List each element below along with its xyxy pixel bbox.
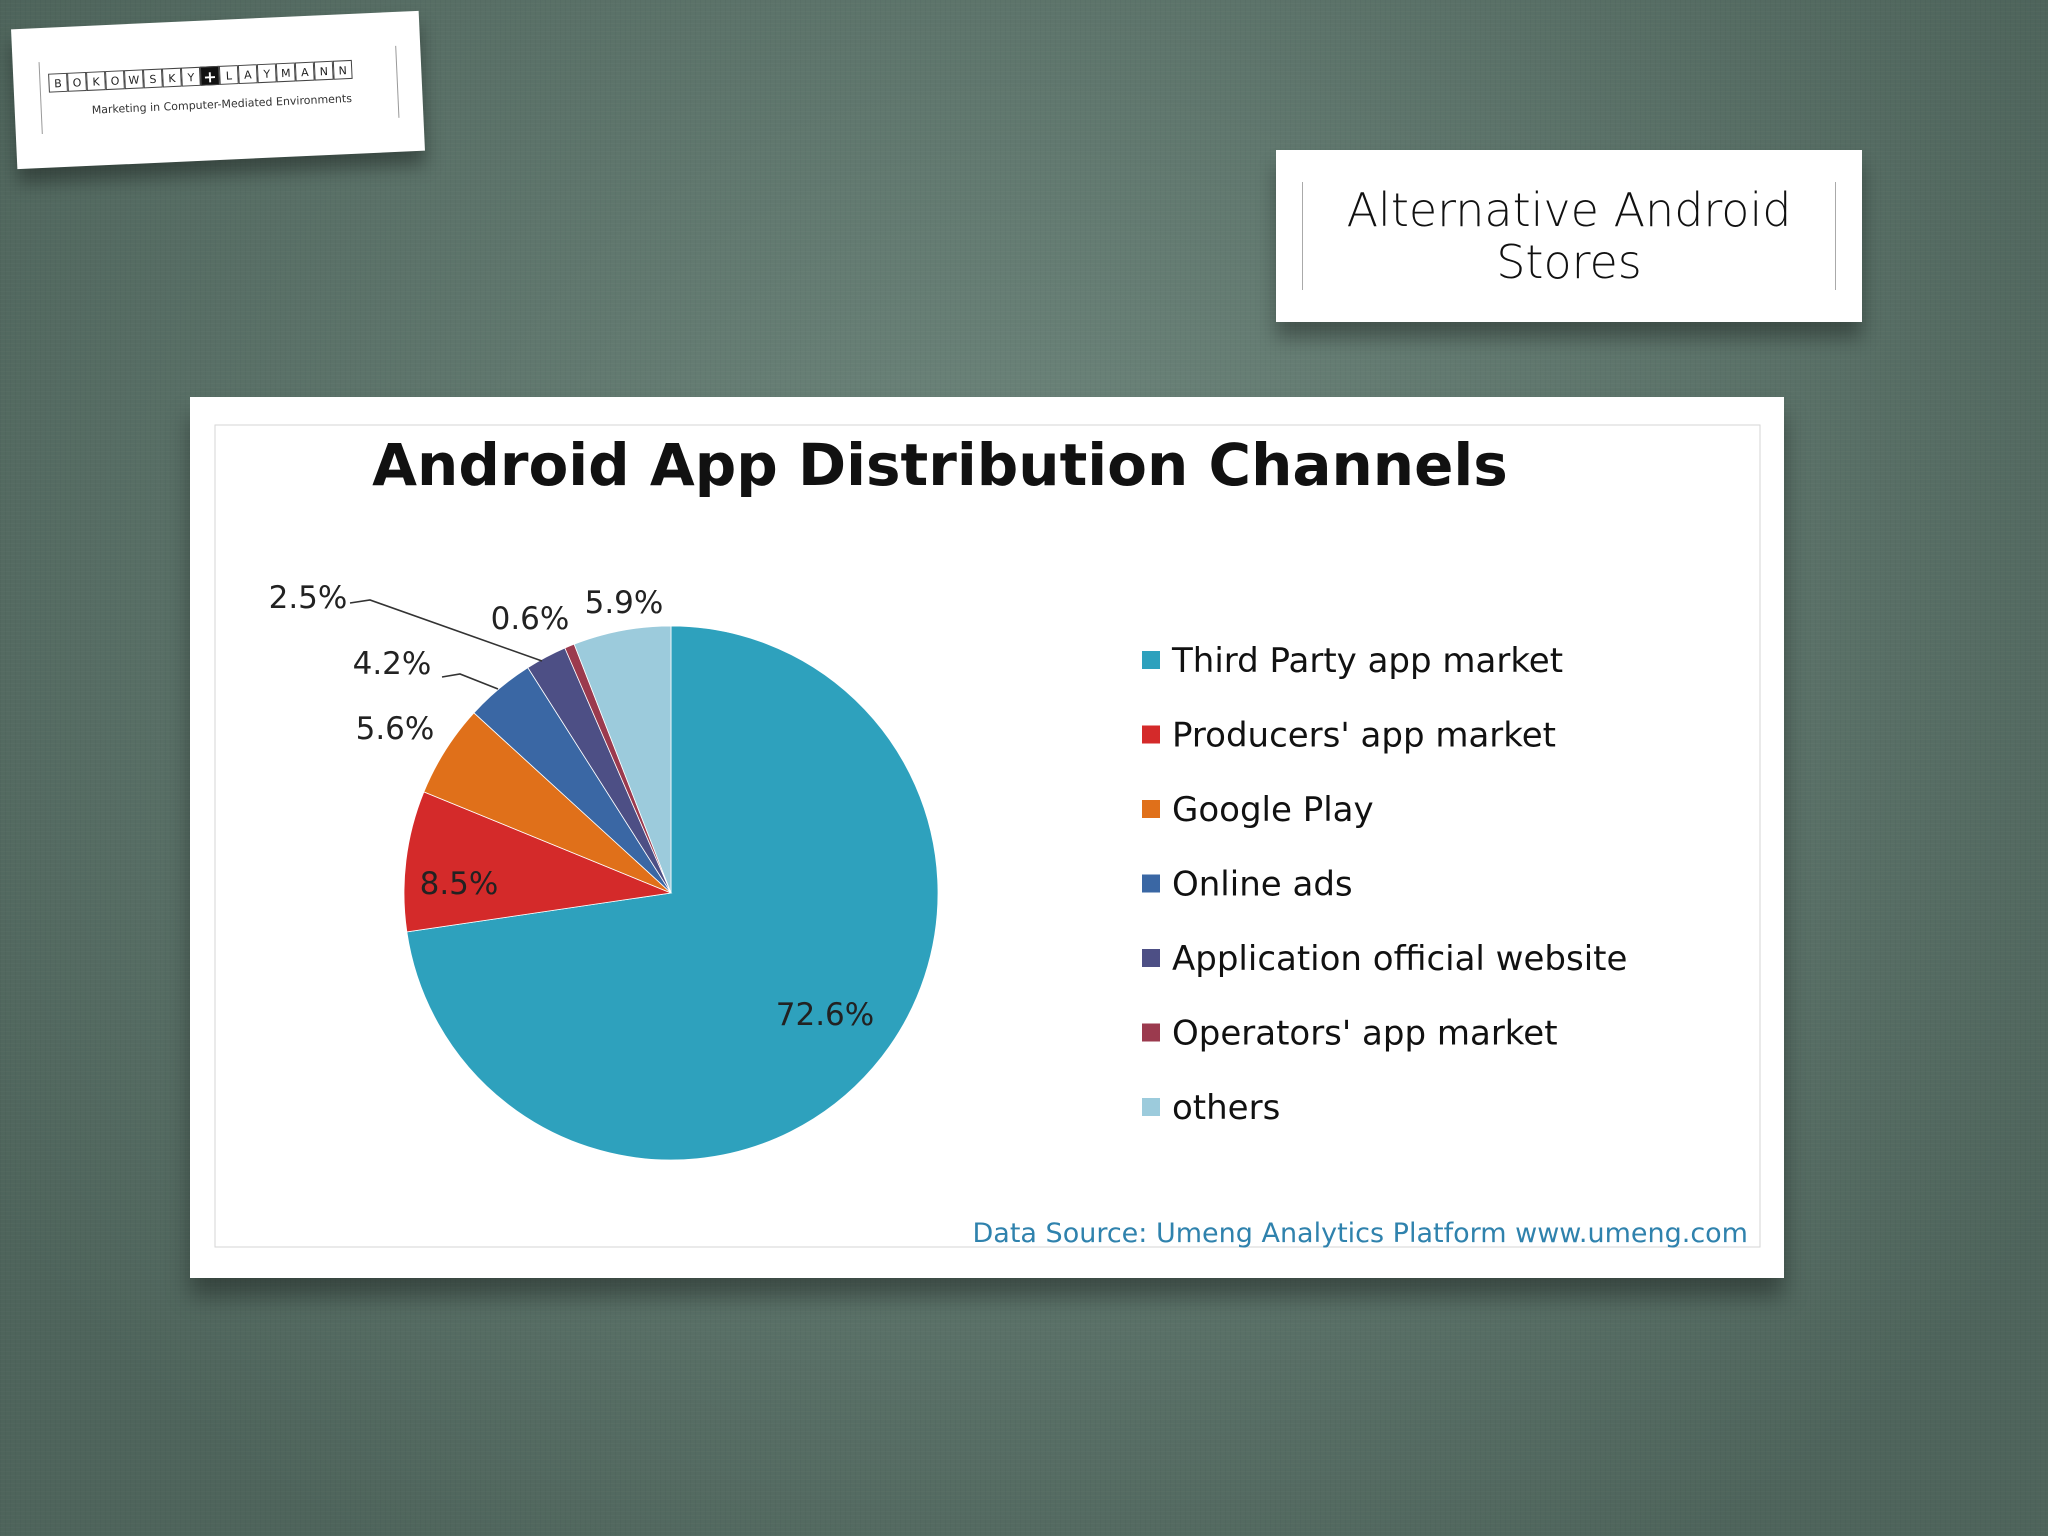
slice-label: 8.5% [420, 866, 499, 902]
logo-wordmark: B O K O W S K Y + L A Y M A N N [48, 59, 353, 93]
slice-label: 5.6% [356, 711, 435, 747]
pie-slice [403, 791, 673, 933]
leader-line [441, 673, 499, 690]
logo-letter: W [124, 69, 144, 90]
logo-letter: K [161, 67, 182, 88]
legend-label: Online ads [1172, 865, 1353, 905]
data-source-note: Data Source: Umeng Analytics Platform ww… [973, 1218, 1749, 1249]
legend-swatch [1142, 725, 1160, 744]
slice-label: 2.5% [269, 580, 348, 616]
logo-letter: O [105, 70, 125, 91]
logo-letter: N [332, 59, 353, 80]
logo: B O K O W S K Y + L A Y M A N N Marketin… [38, 45, 400, 135]
logo-letter: A [294, 61, 315, 82]
logo-letter: O [67, 71, 87, 92]
slide-title: Alternative Android Stores [1309, 184, 1829, 288]
legend-label: others [1172, 1088, 1280, 1128]
logo-letter: A [237, 64, 258, 85]
slide-title-card: Alternative Android Stores [1276, 150, 1862, 322]
legend-label: Operators' app market [1172, 1014, 1558, 1054]
pie-chart: Android App Distribution Channels 72.6% 8… [214, 424, 1761, 1249]
legend-swatch [1142, 949, 1160, 967]
slice-label: 5.9% [585, 585, 664, 621]
leader-line [349, 599, 543, 662]
legend-label: Application official website [1172, 939, 1627, 979]
logo-letter: K [86, 71, 106, 91]
chart-card: Android App Distribution Channels 72.6% 8… [190, 397, 1784, 1278]
legend-label: Google Play [1172, 790, 1374, 830]
chart-title: Android App Distribution Channels [372, 431, 1508, 499]
pie-slices [403, 625, 939, 1161]
logo-letter: L [218, 65, 239, 85]
legend: Third Party app market Producers' app mar… [1142, 641, 1627, 1128]
legend-swatch [1142, 874, 1160, 893]
pie-slice [573, 625, 672, 894]
logo-tagline: Marketing in Computer-Mediated Environme… [91, 91, 353, 117]
pie-slice [406, 625, 939, 1161]
legend-swatch [1142, 1098, 1160, 1116]
logo-letter: N [313, 60, 334, 81]
legend-label: Producers' app market [1172, 716, 1556, 756]
slice-label: 4.2% [353, 646, 432, 682]
logo-letter: S [142, 68, 163, 89]
logo-letter: Y [256, 63, 277, 84]
legend-swatch [1142, 800, 1160, 818]
slice-label: 0.6% [491, 601, 570, 637]
logo-letter: M [275, 62, 296, 83]
slide-title-line-2: Stores [1496, 235, 1642, 289]
slice-label: 72.6% [776, 997, 874, 1033]
logo-letter: Y [180, 66, 201, 87]
legend-swatch [1142, 651, 1160, 669]
legend-swatch [1142, 1023, 1160, 1042]
logo-card: B O K O W S K Y + L A Y M A N N Marketin… [11, 10, 425, 170]
slide-title-line-1: Alternative Android [1346, 183, 1792, 237]
chart-frame [214, 424, 1761, 1248]
logo-letter: B [48, 72, 68, 93]
leader-lines [349, 599, 543, 690]
legend-label: Third Party app market [1171, 641, 1563, 681]
logo-plus-icon: + [199, 65, 220, 87]
slide-title-frame: Alternative Android Stores [1302, 182, 1836, 290]
slice-labels: 72.6% 8.5% 5.6% 4.2%2.5% 0.6% 5.9% [269, 580, 875, 1033]
